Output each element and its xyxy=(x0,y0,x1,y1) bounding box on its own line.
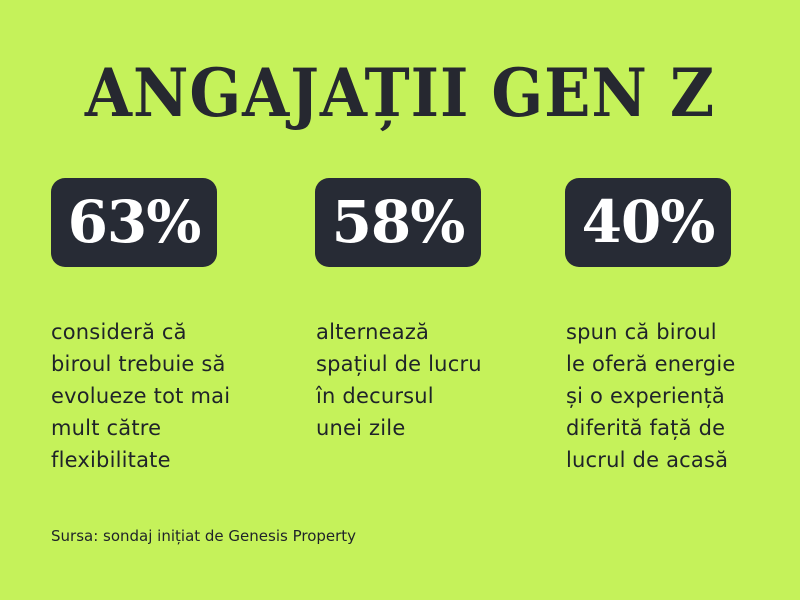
source-note: Sursa: sondaj inițiat de Genesis Propert… xyxy=(51,527,357,545)
description-line: evolueze tot mai xyxy=(51,384,231,408)
stat-value-badge: 63% xyxy=(51,178,217,267)
stat-card-63: 63% xyxy=(51,178,221,268)
description-line: spațiul de lucru xyxy=(316,352,482,376)
description-line: mult către xyxy=(51,416,162,440)
stat-card-58: 58% xyxy=(315,178,485,268)
description-line: în decursul xyxy=(316,384,434,408)
description-line: și o experiență xyxy=(566,384,726,408)
stat-description-58: alternează spațiul de lucru în decursul … xyxy=(316,316,546,444)
description-line: spun că biroul xyxy=(566,320,717,344)
description-line: unei zile xyxy=(316,416,406,440)
description-line: le oferă energie xyxy=(566,352,736,376)
stat-value-badge: 40% xyxy=(565,178,731,267)
description-line: alternează xyxy=(316,320,430,344)
page-title: ANGAJAȚII GEN Z xyxy=(84,54,716,132)
stat-card-40: 40% xyxy=(565,178,735,268)
description-line: biroul trebuie să xyxy=(51,352,226,376)
stat-description-63: consideră că biroul trebuie să evolueze … xyxy=(51,316,291,476)
description-line: diferită față de xyxy=(566,416,726,440)
stat-value-badge: 58% xyxy=(315,178,481,267)
stat-description-40: spun că biroul le oferă energie și o exp… xyxy=(566,316,796,476)
description-line: flexibilitate xyxy=(51,448,171,472)
description-line: consideră că xyxy=(51,320,187,344)
description-line: lucrul de acasă xyxy=(566,448,729,472)
